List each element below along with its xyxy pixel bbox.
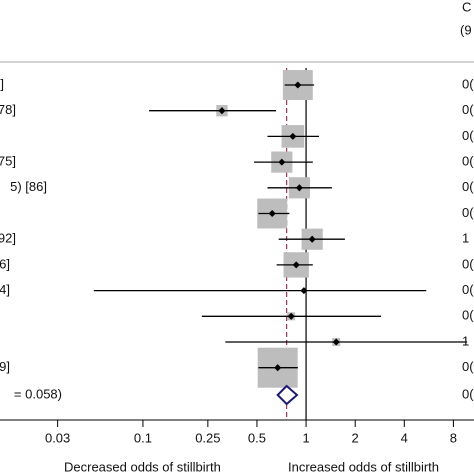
estimate-label: 1	[462, 333, 469, 348]
estimate-label: 0(	[462, 359, 474, 374]
study-label: 4]	[0, 282, 10, 297]
x-tick-label: 0.5	[248, 430, 266, 445]
study-label: 5) [86]	[10, 179, 47, 194]
point-estimate	[292, 261, 300, 269]
estimate-label: 0(	[462, 102, 474, 117]
estimate-label: 0(	[462, 76, 474, 91]
study-label: 92]	[0, 231, 16, 246]
point-estimate	[294, 81, 302, 89]
point-estimate	[295, 184, 303, 192]
point-estimate	[289, 132, 297, 140]
x-tick-label: 0.1	[134, 430, 152, 445]
point-estimate	[308, 235, 316, 243]
estimate-label: 1	[462, 231, 469, 246]
estimate-label: 0(	[462, 154, 474, 169]
study-label: 6]	[0, 256, 10, 271]
column-header: (9	[460, 22, 472, 37]
x-tick-label: 8	[450, 430, 457, 445]
point-estimate	[287, 312, 295, 320]
pooled-diamond	[276, 384, 299, 406]
pooled-label: = 0.058)	[14, 386, 62, 401]
column-header: C	[462, 0, 471, 14]
study-label: 9]	[0, 359, 10, 374]
x-tick-label: 2	[352, 430, 359, 445]
point-estimate	[218, 107, 226, 115]
study-label: 78]	[0, 102, 16, 117]
estimate-label: 0(	[462, 205, 474, 220]
x-tick-label: 0.25	[195, 430, 220, 445]
point-estimate	[278, 158, 286, 166]
point-estimate	[332, 338, 340, 346]
x-tick-label: 4	[401, 430, 408, 445]
point-estimate	[268, 209, 276, 218]
x-tick-label: 0.03	[45, 430, 70, 445]
study-label: ]	[0, 76, 4, 91]
x-tick-label: 1	[302, 430, 309, 445]
x-annotation: Decreased odds of stillbirth	[64, 459, 221, 474]
point-estimate	[300, 287, 308, 295]
estimate-label: 0(	[462, 282, 474, 297]
estimate-label: 0(	[462, 386, 474, 401]
point-estimate	[274, 364, 282, 372]
x-annotation: Increased odds of stillbirth	[288, 459, 439, 474]
estimate-label: 0(	[462, 308, 474, 323]
study-label: 75]	[0, 154, 16, 169]
estimate-label: 0(	[462, 128, 474, 143]
estimate-label: 0(	[462, 256, 474, 271]
estimate-label: 0(	[462, 179, 474, 194]
